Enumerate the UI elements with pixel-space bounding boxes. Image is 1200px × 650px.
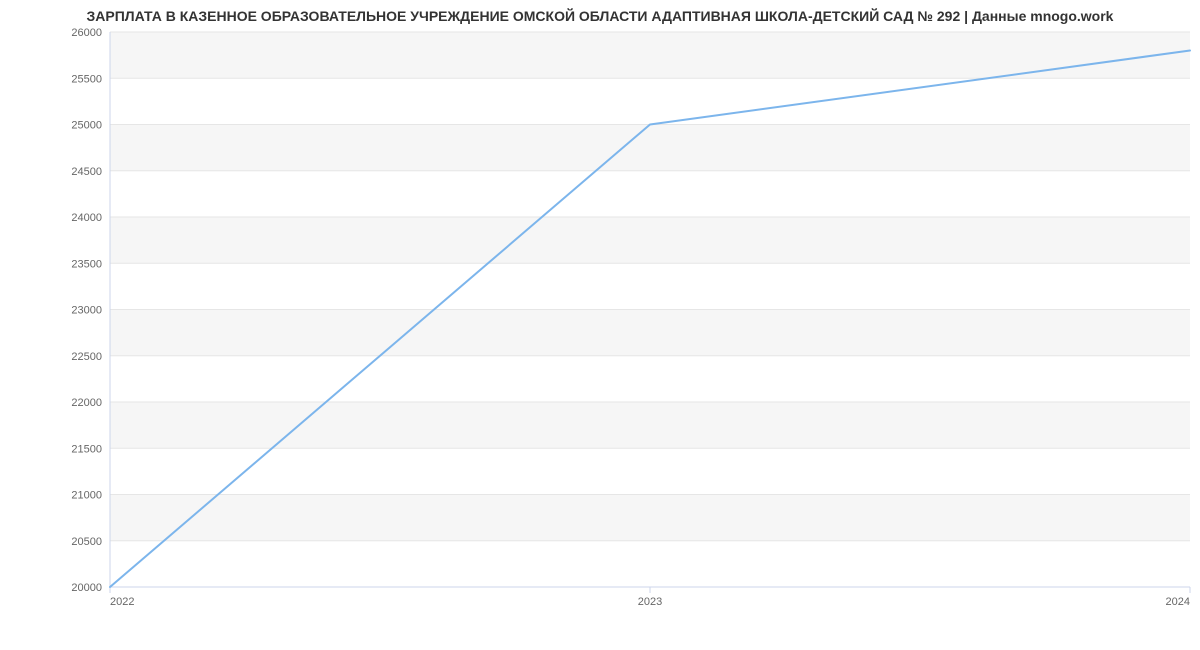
svg-text:21500: 21500 (71, 443, 102, 455)
svg-text:2023: 2023 (638, 596, 662, 608)
svg-text:25000: 25000 (71, 120, 102, 132)
svg-text:23000: 23000 (71, 305, 102, 317)
svg-text:22000: 22000 (71, 397, 102, 409)
svg-text:24500: 24500 (71, 166, 102, 178)
svg-text:25500: 25500 (71, 73, 102, 85)
salary-line-chart: ЗАРПЛАТА В КАЗЕННОЕ ОБРАЗОВАТЕЛЬНОЕ УЧРЕ… (0, 0, 1200, 650)
svg-text:20000: 20000 (71, 582, 102, 594)
chart-svg: 20000 20500 21000 21500 22000 22500 23000 23500… (0, 0, 1200, 650)
svg-text:24000: 24000 (71, 212, 102, 224)
svg-text:22500: 22500 (71, 351, 102, 363)
svg-text:26000: 26000 (71, 27, 102, 39)
svg-text:20500: 20500 (71, 536, 102, 548)
chart-title: ЗАРПЛАТА В КАЗЕННОЕ ОБРАЗОВАТЕЛЬНОЕ УЧРЕ… (0, 8, 1200, 24)
svg-text:23500: 23500 (71, 258, 102, 270)
svg-text:2022: 2022 (110, 596, 134, 608)
svg-text:21000: 21000 (71, 490, 102, 502)
svg-text:2024: 2024 (1166, 596, 1190, 608)
